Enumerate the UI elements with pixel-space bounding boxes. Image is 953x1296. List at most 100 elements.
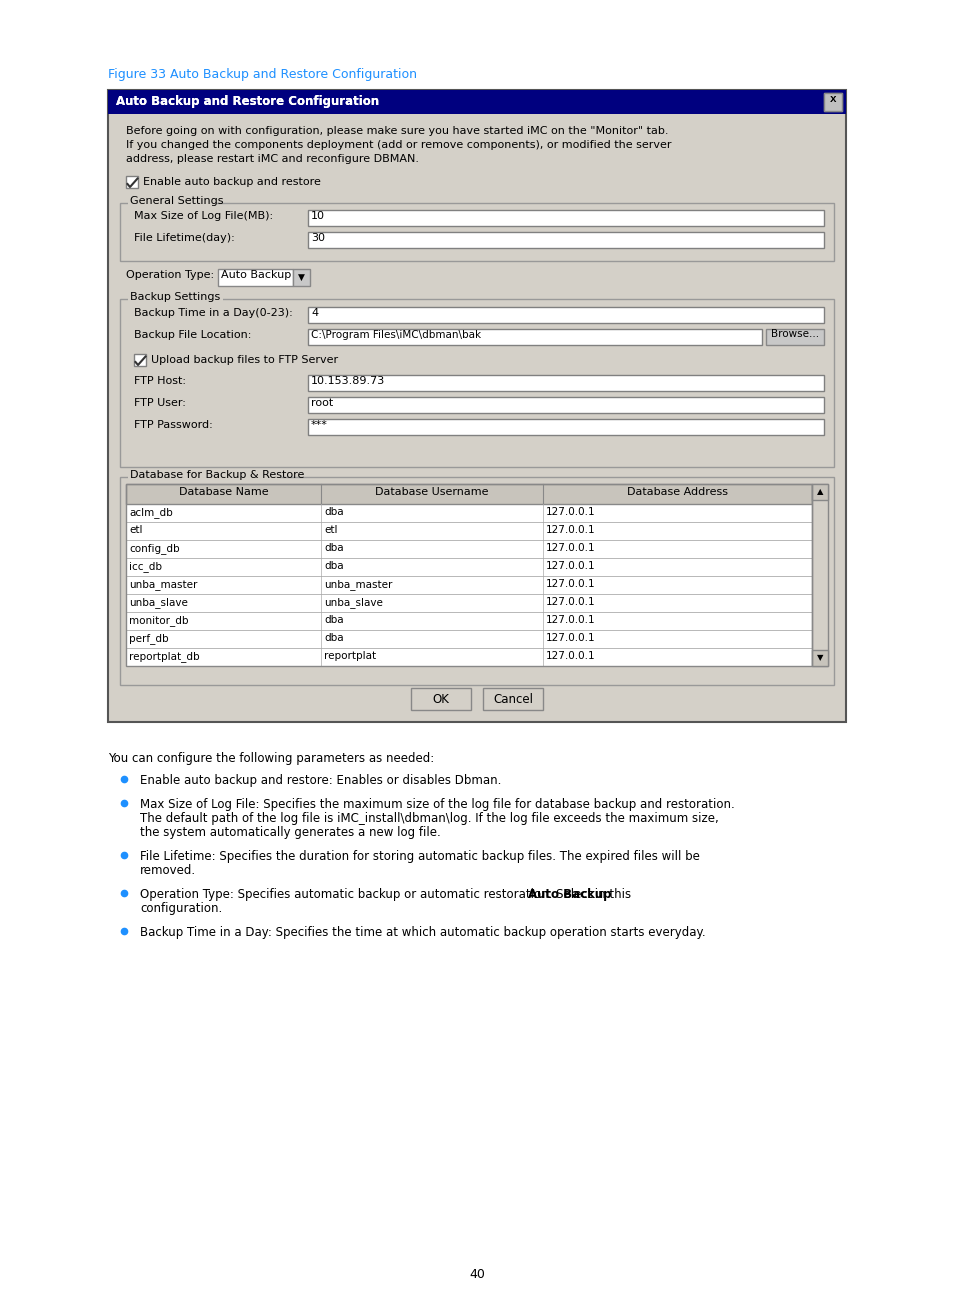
- Text: 4: 4: [311, 308, 317, 318]
- Bar: [126, 575, 811, 594]
- Text: If you changed the components deployment (add or remove components), or modified: If you changed the components deployment…: [126, 140, 671, 150]
- Text: FTP Password:: FTP Password:: [133, 420, 213, 430]
- Bar: [128, 196, 215, 207]
- Bar: [308, 329, 761, 345]
- Text: Backup Time in a Day: Specifies the time at which automatic backup operation sta: Backup Time in a Day: Specifies the time…: [140, 927, 705, 940]
- Bar: [126, 648, 811, 666]
- Bar: [120, 299, 833, 467]
- Text: Max Size of Log File: Specifies the maximum size of the log file for database ba: Max Size of Log File: Specifies the maxi…: [140, 798, 734, 811]
- Text: Figure 33 Auto Backup and Restore Configuration: Figure 33 Auto Backup and Restore Config…: [108, 67, 416, 80]
- Text: root: root: [311, 398, 333, 408]
- Bar: [823, 93, 841, 111]
- Text: Backup Time in a Day(0-23):: Backup Time in a Day(0-23):: [133, 308, 293, 318]
- Text: x: x: [829, 95, 836, 104]
- Text: perf_db: perf_db: [129, 632, 169, 644]
- Text: Database Name: Database Name: [178, 487, 268, 496]
- Text: Upload backup files to FTP Server: Upload backup files to FTP Server: [151, 355, 337, 365]
- Bar: [126, 504, 811, 522]
- Bar: [128, 470, 280, 482]
- Text: You can configure the following parameters as needed:: You can configure the following paramete…: [108, 752, 434, 765]
- Bar: [308, 232, 823, 248]
- Text: aclm_db: aclm_db: [129, 507, 172, 518]
- Text: 40: 40: [469, 1267, 484, 1280]
- Text: 127.0.0.1: 127.0.0.1: [545, 561, 595, 572]
- Text: ▼: ▼: [816, 653, 822, 662]
- Text: monitor_db: monitor_db: [129, 616, 189, 626]
- Bar: [120, 477, 833, 686]
- Text: ***: ***: [311, 420, 328, 430]
- Text: ▼: ▼: [297, 273, 305, 283]
- Text: File Lifetime(day):: File Lifetime(day):: [133, 233, 234, 244]
- Bar: [126, 483, 811, 666]
- Bar: [126, 630, 811, 648]
- Text: unba_master: unba_master: [324, 579, 392, 590]
- Bar: [120, 203, 833, 260]
- Bar: [308, 307, 823, 323]
- Text: Enable auto backup and restore: Enable auto backup and restore: [143, 178, 320, 187]
- Text: FTP Host:: FTP Host:: [133, 376, 186, 386]
- Bar: [128, 292, 223, 305]
- Text: reportplat: reportplat: [324, 651, 375, 661]
- Bar: [823, 93, 841, 111]
- Text: 127.0.0.1: 127.0.0.1: [545, 597, 595, 607]
- Bar: [126, 594, 811, 612]
- Text: Backup File Location:: Backup File Location:: [133, 330, 251, 340]
- Bar: [108, 89, 845, 114]
- Text: Database for Backup & Restore: Database for Backup & Restore: [130, 470, 304, 480]
- Bar: [126, 540, 811, 559]
- Text: OK: OK: [432, 693, 449, 706]
- Text: unba_master: unba_master: [129, 579, 197, 590]
- Text: Enable auto backup and restore: Enables or disables Dbman.: Enable auto backup and restore: Enables …: [140, 774, 501, 787]
- Text: Max Size of Log File(MB):: Max Size of Log File(MB):: [133, 211, 273, 222]
- Bar: [126, 612, 811, 630]
- Text: Before going on with configuration, please make sure you have started iMC on the: Before going on with configuration, plea…: [126, 126, 668, 136]
- Text: Auto Backup and Restore Configuration: Auto Backup and Restore Configuration: [116, 95, 378, 108]
- Text: 127.0.0.1: 127.0.0.1: [545, 507, 595, 517]
- Text: 30: 30: [311, 233, 325, 244]
- Bar: [811, 651, 827, 666]
- Bar: [308, 210, 823, 226]
- Text: 127.0.0.1: 127.0.0.1: [545, 525, 595, 535]
- Text: 127.0.0.1: 127.0.0.1: [545, 579, 595, 588]
- Text: the system automatically generates a new log file.: the system automatically generates a new…: [140, 826, 440, 839]
- Text: unba_slave: unba_slave: [324, 597, 382, 608]
- Text: FTP User:: FTP User:: [133, 398, 186, 408]
- Bar: [108, 89, 845, 722]
- Text: Operation Type:: Operation Type:: [126, 270, 213, 280]
- Bar: [126, 176, 138, 188]
- Text: ▲: ▲: [816, 487, 822, 496]
- Text: 127.0.0.1: 127.0.0.1: [545, 651, 595, 661]
- Bar: [108, 89, 845, 114]
- Text: C:\Program Files\iMC\dbman\bak: C:\Program Files\iMC\dbman\bak: [311, 330, 480, 340]
- Text: config_db: config_db: [129, 543, 179, 553]
- Text: dba: dba: [324, 561, 343, 572]
- Text: Auto Backup and Restore Configuration: Auto Backup and Restore Configuration: [116, 95, 378, 108]
- Text: Backup Settings: Backup Settings: [130, 292, 220, 302]
- Bar: [308, 419, 823, 435]
- Text: Database Username: Database Username: [375, 487, 488, 496]
- Text: Cancel: Cancel: [493, 693, 533, 706]
- Text: 10.153.89.73: 10.153.89.73: [311, 376, 385, 386]
- Text: address, please restart iMC and reconfigure DBMAN.: address, please restart iMC and reconfig…: [126, 154, 418, 165]
- Text: Auto Backup: Auto Backup: [221, 270, 291, 280]
- Text: Browse...: Browse...: [770, 329, 819, 340]
- Text: dba: dba: [324, 507, 343, 517]
- Text: unba_slave: unba_slave: [129, 597, 188, 608]
- Bar: [411, 688, 471, 710]
- Text: configuration.: configuration.: [140, 902, 222, 915]
- Bar: [811, 483, 827, 500]
- Bar: [126, 559, 811, 575]
- Text: dba: dba: [324, 543, 343, 553]
- Bar: [133, 354, 146, 365]
- Text: The default path of the log file is iMC_install\dbman\log. If the log file excee: The default path of the log file is iMC_…: [140, 813, 718, 826]
- Bar: [765, 329, 823, 345]
- Text: dba: dba: [324, 616, 343, 625]
- Text: Operation Type: Specifies automatic backup or automatic restoration. Select: Operation Type: Specifies automatic back…: [140, 888, 596, 901]
- Bar: [308, 397, 823, 413]
- Text: removed.: removed.: [140, 864, 196, 877]
- Bar: [482, 688, 542, 710]
- Bar: [293, 270, 310, 286]
- Bar: [308, 375, 823, 391]
- Bar: [811, 483, 827, 666]
- Text: icc_db: icc_db: [129, 561, 162, 572]
